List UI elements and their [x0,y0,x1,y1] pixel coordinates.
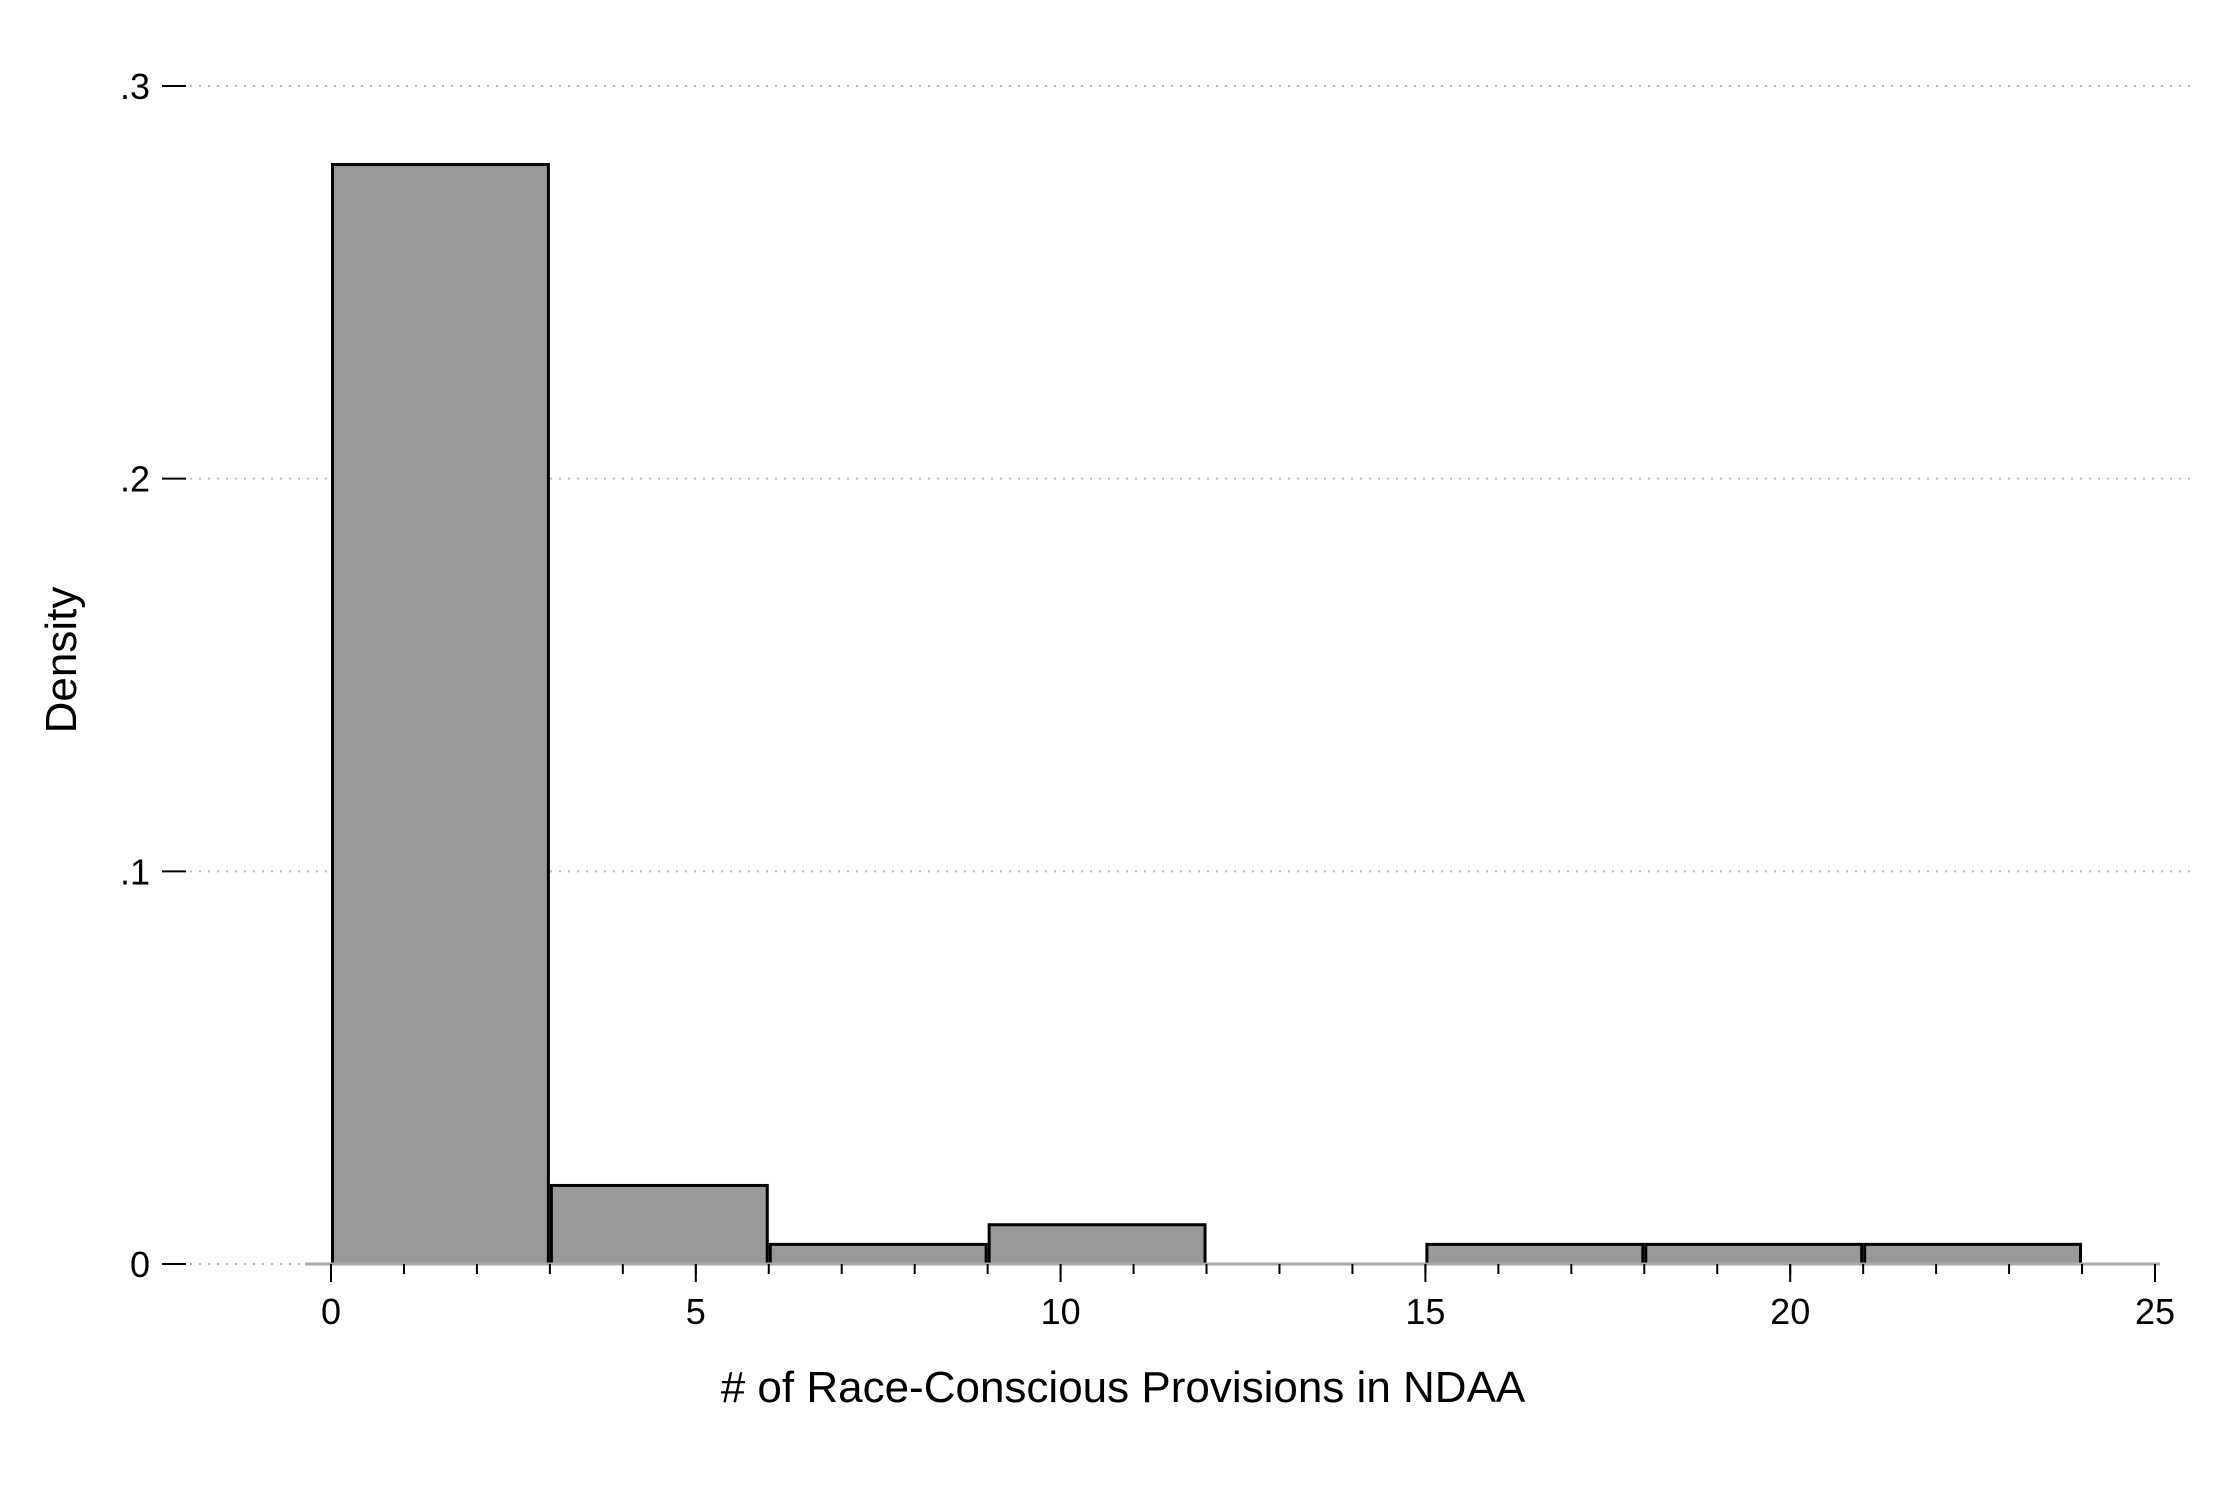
histogram-bar [987,1223,1207,1266]
y-tick-label: .1 [120,851,150,892]
x-tick-label: 0 [321,1291,341,1332]
x-tick-label: 10 [1041,1291,1081,1332]
x-axis-title: # of Race-Conscious Provisions in NDAA [721,1363,1526,1412]
axes: 0 .1 .2 .3 0 5 10 15 20 25 [120,66,2175,1332]
histogram-bar [768,1242,988,1266]
x-tick-label: 20 [1770,1291,1810,1332]
histogram-bar [1425,1242,1645,1266]
y-tick-label: .2 [120,459,150,500]
y-tick-label: 0 [130,1244,150,1285]
x-tick-label: 25 [2135,1291,2175,1332]
histogram-bar [549,1183,769,1266]
x-tick-label: 15 [1405,1291,1445,1332]
y-axis-title: Density [37,587,86,734]
x-tick-label: 5 [686,1291,706,1332]
histogram-bar [331,163,550,1266]
histogram-bars [331,163,2083,1266]
y-tick-label: .3 [120,66,150,107]
histogram-bar [1863,1242,2083,1266]
histogram-bar [1644,1242,1864,1266]
